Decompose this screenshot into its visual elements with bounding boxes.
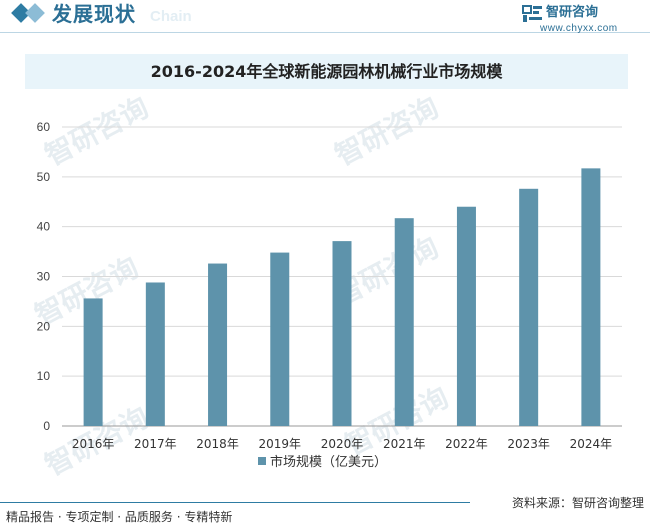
logo-mark-icon [522,5,542,22]
x-tick-label: 2020年 [321,437,364,451]
y-tick-label: 20 [37,319,51,333]
legend-label: 市场规模（亿美元） [270,454,387,470]
footer-divider [0,502,470,503]
y-tick-label: 30 [37,270,51,284]
y-tick-label: 10 [37,369,51,383]
logo-url: www.chyxx.com [540,23,618,34]
legend-swatch [258,457,266,465]
header-divider [0,32,650,33]
bar [270,252,290,426]
y-tick-label: 50 [37,170,51,184]
footer-slogan: 精品报告 · 专项定制 · 品质服务 · 专精特新 [6,510,233,524]
bar [456,206,476,426]
bar [394,218,414,426]
page-header: 发展现状 Chain [0,0,650,36]
chart-title-band: 2016-2024年全球新能源园林机械行业市场规模 [25,54,628,89]
bar [145,282,165,426]
x-tick-label: 2024年 [570,437,613,451]
x-tick-label: 2018年 [196,437,239,451]
bar [519,188,539,426]
x-tick-label: 2022年 [445,437,488,451]
bar [208,263,228,426]
chart-title: 2016-2024年全球新能源园林机械行业市场规模 [150,62,503,81]
x-tick-label: 2023年 [507,437,550,451]
header-ghost-text: Chain [150,8,192,25]
brand-logo: 智研咨询 www.chyxx.com [522,3,642,37]
y-tick-label: 60 [37,120,51,134]
y-tick-label: 40 [37,220,51,234]
x-tick-label: 2021年 [383,437,426,451]
x-tick-label: 2017年 [134,437,177,451]
bar [581,168,601,426]
x-tick-label: 2019年 [259,437,302,451]
footer-source: 资料来源：智研咨询整理 [511,496,644,510]
bar [332,241,352,426]
section-title: 发展现状 [52,2,136,26]
logo-name: 智研咨询 [546,5,599,20]
x-tick-label: 2016年 [72,437,115,451]
bar [83,298,103,426]
y-tick-label: 0 [43,419,50,433]
